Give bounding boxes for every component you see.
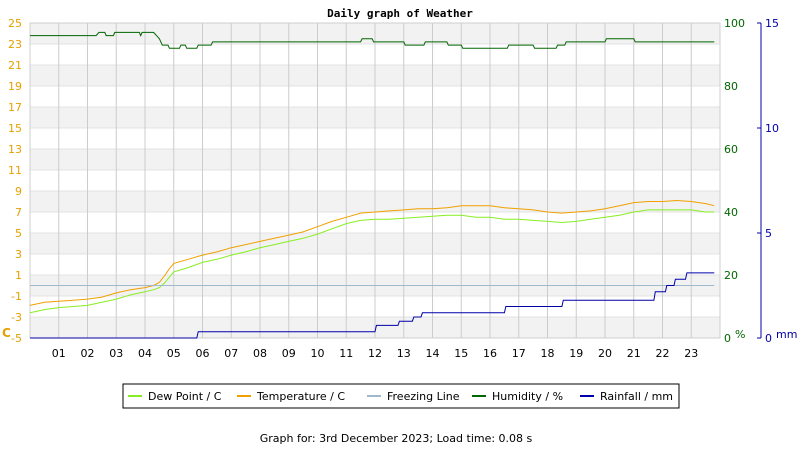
x-tick-label: 09 — [282, 347, 296, 360]
legend-label-dew-point-c: Dew Point / C — [148, 390, 222, 403]
y-left-tick-label: 5 — [15, 227, 22, 240]
y-left-tick-label: 13 — [8, 143, 22, 156]
legend-label-temperature-c: Temperature / C — [256, 390, 345, 403]
y-humidity-unit: % — [735, 328, 745, 341]
x-tick-label: 13 — [397, 347, 411, 360]
x-tick-label: 02 — [81, 347, 95, 360]
y-humidity-tick-label: 0 — [724, 332, 731, 345]
x-tick-label: 23 — [684, 347, 698, 360]
x-tick-label: 15 — [454, 347, 468, 360]
x-tick-label: 04 — [138, 347, 152, 360]
chart-title: Daily graph of Weather — [327, 7, 473, 20]
y-left-unit: C — [2, 326, 11, 340]
x-tick-label: 01 — [52, 347, 66, 360]
x-tick-label: 06 — [196, 347, 210, 360]
y-left-tick-label: 7 — [15, 206, 22, 219]
x-tick-label: 21 — [627, 347, 641, 360]
y-left-tick-label: -5 — [11, 332, 22, 345]
x-tick-label: 17 — [512, 347, 526, 360]
legend-label-rainfall-mm: Rainfall / mm — [600, 390, 673, 403]
y-humidity-tick-label: 20 — [724, 269, 738, 282]
x-tick-label: 16 — [483, 347, 497, 360]
grid-layer — [29, 22, 721, 339]
series-line-rainfall-mm — [30, 272, 715, 339]
y-left-tick-label: -1 — [11, 290, 22, 303]
y-rain-tick-label: 0 — [765, 332, 772, 345]
x-tick-label: 12 — [368, 347, 382, 360]
y-left-tick-label: 25 — [8, 17, 22, 30]
plot-frame — [29, 22, 721, 339]
legend-label-humidity: Humidity / % — [492, 390, 563, 403]
x-tick-label: 05 — [167, 347, 181, 360]
y-left-tick-label: 9 — [15, 185, 22, 198]
y-left-tick-label: 11 — [8, 164, 22, 177]
x-tick-label: 22 — [656, 347, 670, 360]
x-tick-label: 08 — [253, 347, 267, 360]
y-humidity-tick-label: 40 — [724, 206, 738, 219]
y-rain-tick-label: 15 — [765, 17, 779, 30]
y-left-tick-label: 1 — [15, 269, 22, 282]
y-left-tick-label: 3 — [15, 248, 22, 261]
legend-label-freezing-line: Freezing Line — [387, 390, 460, 403]
series-layer — [29, 31, 715, 339]
x-tick-label: 11 — [339, 347, 353, 360]
y-left-tick-label: -3 — [11, 311, 22, 324]
y-rain-tick-label: 10 — [765, 122, 779, 135]
y-left-tick-label: 15 — [8, 122, 22, 135]
series-line-humidity — [30, 31, 715, 49]
y-left-tick-label: 21 — [8, 59, 22, 72]
x-tick-label: 18 — [541, 347, 555, 360]
series-line-temperature-c — [29, 199, 715, 306]
x-tick-label: 14 — [426, 347, 440, 360]
legend: Dew Point / C Temperature / C Freezing Lin… — [122, 383, 680, 409]
y-left-tick-label: 19 — [8, 80, 22, 93]
x-tick-label: 07 — [224, 347, 238, 360]
x-tick-label: 03 — [109, 347, 123, 360]
footer-text: Graph for: 3rd December 2023; Load time:… — [260, 432, 533, 445]
y-left-tick-label: 23 — [8, 38, 22, 51]
x-tick-label: 20 — [598, 347, 612, 360]
y-humidity-tick-label: 100 — [724, 17, 745, 30]
y-humidity-tick-label: 60 — [724, 143, 738, 156]
series-line-dew-point-c — [29, 209, 715, 314]
y-rain-unit: mm — [776, 328, 797, 341]
x-tick-label: 10 — [311, 347, 325, 360]
y-rain-tick-label: 5 — [765, 227, 772, 240]
x-tick-label: 19 — [569, 347, 583, 360]
y-left-tick-label: 17 — [8, 101, 22, 114]
y-humidity-tick-label: 80 — [724, 80, 738, 93]
axis-layer: 01 02 03 04 05 06 07 08 09 10 11 12 13 14 15 16 17 18 19 20… — [2, 17, 797, 360]
